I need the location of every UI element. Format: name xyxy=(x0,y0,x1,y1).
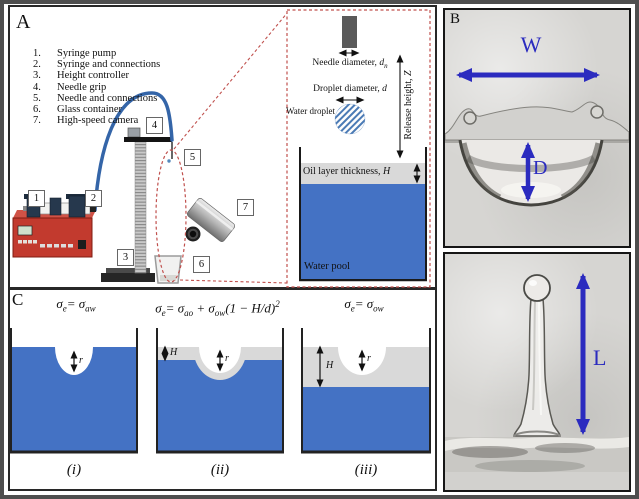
cavity-highlight xyxy=(501,182,561,198)
panel-c-schematics xyxy=(10,328,431,454)
legend-num: 4. xyxy=(33,81,41,93)
callout-box-5: 5 xyxy=(184,149,201,166)
panel-c-label: C xyxy=(12,290,24,309)
callout-line-top xyxy=(173,11,289,150)
callout-box-1: 1 xyxy=(28,190,45,207)
pool-lower xyxy=(445,472,629,490)
pump-button xyxy=(23,240,27,244)
photo-crater-drawing xyxy=(445,68,629,207)
pump-button xyxy=(40,244,45,248)
pump-button xyxy=(47,244,52,248)
diagram-i-caption: (i) xyxy=(66,462,82,478)
callout-box-6: 6 xyxy=(193,256,210,273)
droplet-at-needle xyxy=(167,159,171,163)
pool-streak xyxy=(452,446,528,458)
crater-depth-letter: D xyxy=(533,157,548,179)
pump-button xyxy=(18,240,22,244)
splash-curl-right xyxy=(590,105,604,119)
legend-num: 3. xyxy=(33,70,41,82)
legend-label: Needle grip xyxy=(57,81,107,93)
jet-drop-highlight xyxy=(529,280,537,286)
diagram-iii-water xyxy=(303,387,429,452)
clamp-2 xyxy=(49,197,62,216)
pump-button xyxy=(61,244,66,248)
height-controller-column xyxy=(134,141,147,274)
legend-num: 2. xyxy=(33,59,41,71)
pump-switch xyxy=(78,240,86,249)
legend-num: 5. xyxy=(33,92,41,104)
panel-c-border xyxy=(8,288,437,491)
needle-grip-block xyxy=(127,127,141,138)
equation-1: σe= σaw xyxy=(56,296,96,314)
crown-splash xyxy=(445,101,629,141)
legend-label: Needle and connections xyxy=(57,92,158,104)
cavity-shading-right xyxy=(560,142,601,200)
legend-label: Syringe and connections xyxy=(57,59,161,71)
jet-length-letter: L xyxy=(593,345,607,370)
callout-box-3: 3 xyxy=(117,249,134,266)
pool-streak xyxy=(475,460,585,472)
glass-container-liquid xyxy=(160,275,176,281)
syringe-pump-body xyxy=(12,217,93,258)
needle-diameter-label: Needle diameter, dn xyxy=(312,58,388,70)
equation-2: σe= σao + σow(1 − H/d)2 xyxy=(155,299,280,318)
release-height-label: Release height, Z xyxy=(403,70,414,140)
callout-ellipse xyxy=(155,149,187,283)
droplet-diameter-label: Droplet diameter, d xyxy=(313,84,387,94)
diagram-iii-r-label: r xyxy=(367,353,371,364)
callout-box-2: 2 xyxy=(85,190,102,207)
diagram-iii-caption: (iii) xyxy=(354,462,378,478)
water-pool xyxy=(301,184,425,279)
diagram-i-r-label: r xyxy=(79,355,83,366)
jet-column xyxy=(513,296,561,437)
panel-a-label: A xyxy=(16,11,31,33)
water-pool-label: Water pool xyxy=(304,261,351,272)
cavity-shading-left xyxy=(461,142,502,200)
callout-box-7: 7 xyxy=(237,199,254,216)
water-droplet-hatched xyxy=(334,103,366,135)
legend-label: Height controller xyxy=(57,70,130,82)
legend-num: 7. xyxy=(33,115,41,127)
legend-label: Glass container xyxy=(57,104,123,116)
pump-button xyxy=(54,244,59,248)
diagram-iii-h-label: H xyxy=(326,360,334,371)
diagram-ii-r-label: r xyxy=(225,353,229,364)
jet-streak-light xyxy=(538,301,542,416)
tubing xyxy=(93,91,174,212)
oil-layer xyxy=(301,163,425,184)
needle-grip-crossbar xyxy=(124,137,172,142)
callout-box-4: 4 xyxy=(146,117,163,134)
pump-button xyxy=(33,240,37,244)
jet-drop-head xyxy=(523,274,551,302)
high-speed-camera xyxy=(186,198,236,242)
diagram-ii-caption: (ii) xyxy=(210,462,230,478)
panel-a-apparatus-drawing xyxy=(12,9,431,288)
legend-num: 1. xyxy=(33,48,41,59)
camera-lens-inner xyxy=(189,230,197,238)
pump-button xyxy=(28,240,32,244)
legend-label: Syringe pump xyxy=(57,48,117,59)
diagram-ii-h-label: H xyxy=(170,347,178,358)
legend-label: High-speed camera xyxy=(57,115,139,127)
pump-display xyxy=(17,225,33,236)
splash-curl-left xyxy=(463,111,477,125)
equipment-legend: 1. Syringe pump 2. Syringe and connections… xyxy=(33,48,160,126)
stand-base-top xyxy=(106,268,150,274)
pump-button xyxy=(68,244,73,248)
panel-b-label: B xyxy=(450,11,461,27)
jet-base-shading xyxy=(513,430,561,437)
clamp-3 xyxy=(68,195,86,218)
inset-needle xyxy=(342,16,357,48)
photo-jet-drawing xyxy=(445,273,629,490)
syringe-connector xyxy=(90,206,96,212)
equation-3: σe= σow xyxy=(344,296,384,314)
water-droplet-label: Water droplet xyxy=(285,106,335,116)
crater-width-letter: W xyxy=(520,32,542,57)
pool-streak xyxy=(535,443,595,453)
legend-num: 6. xyxy=(33,104,41,116)
jet-streak-dark xyxy=(532,301,536,411)
stand-base xyxy=(101,273,155,282)
oil-layer-label: Oil layer thickness, H xyxy=(303,166,391,177)
